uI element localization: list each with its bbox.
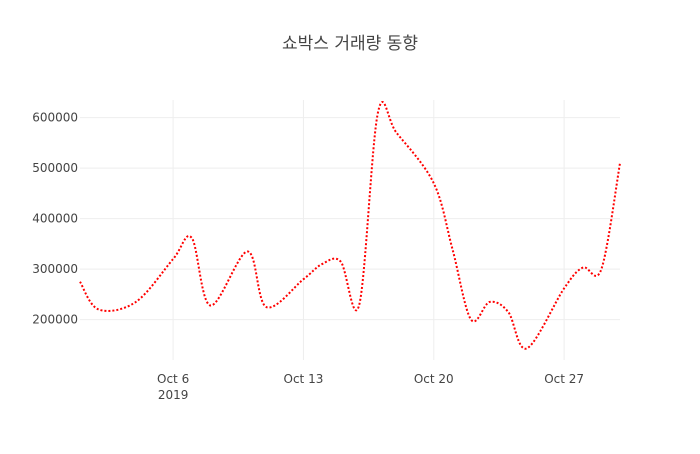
y-tick-label: 400000 <box>32 212 78 226</box>
x-tick-label: Oct 27 <box>544 372 584 386</box>
series-line <box>79 101 621 350</box>
y-tick-label: 500000 <box>32 161 78 175</box>
axis-labels: 200000 300000 400000 500000 600000 Oct 6 2019 O… <box>32 111 584 402</box>
x-tick-label: Oct 20 <box>414 372 454 386</box>
x-tick-label: Oct 13 <box>284 372 324 386</box>
x-tick-label: Oct 6 <box>157 372 189 386</box>
y-tick-label: 200000 <box>32 313 78 327</box>
chart-title: 쇼박스 거래량 동향 <box>282 34 418 54</box>
series-layer <box>79 101 621 350</box>
y-tick-label: 600000 <box>32 111 78 125</box>
y-tick-label: 300000 <box>32 262 78 276</box>
x-tick-sublabel: 2019 <box>158 388 189 402</box>
grid-layer <box>80 100 620 360</box>
